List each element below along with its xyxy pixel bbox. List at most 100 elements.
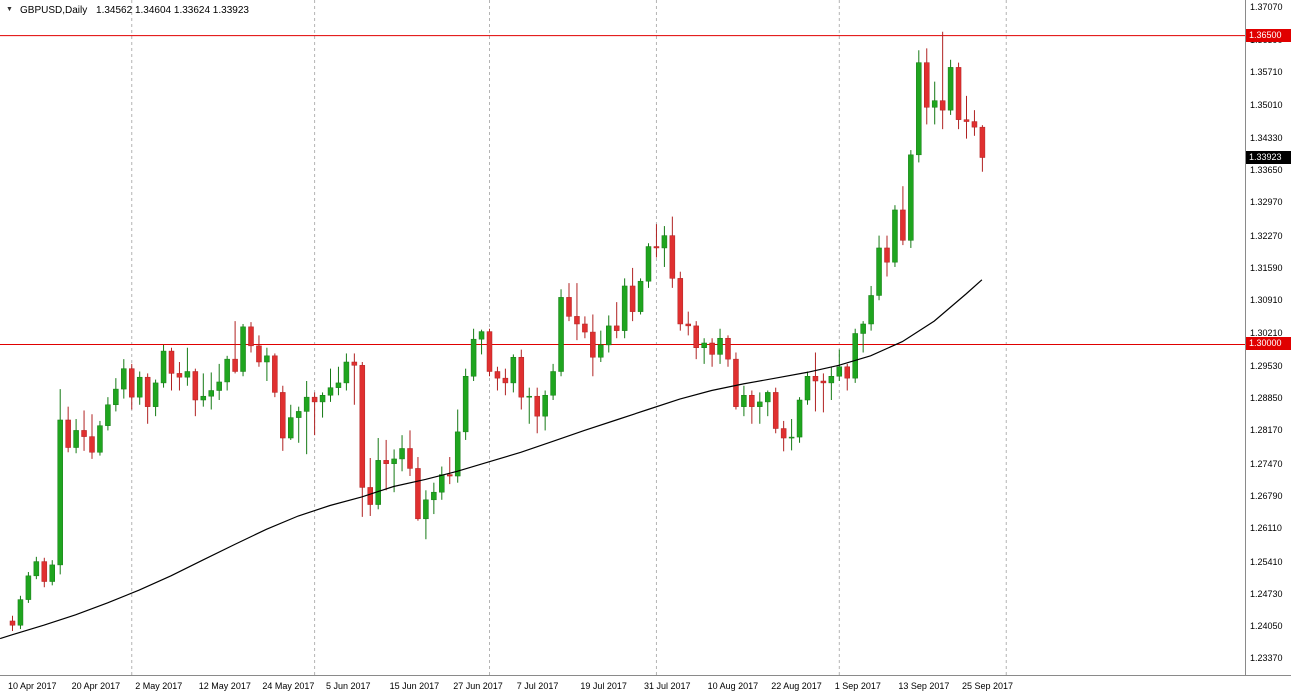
bull-candle	[470, 338, 477, 377]
bull-candle	[765, 392, 771, 403]
bull-candle	[57, 419, 63, 566]
bear-candle	[248, 326, 254, 347]
time-axis-label: 27 Jun 2017	[453, 681, 503, 691]
bull-candle	[423, 499, 429, 520]
bear-candle	[81, 430, 87, 437]
bear-candle	[733, 358, 739, 407]
price-axis-label: 1.28850	[1250, 393, 1283, 404]
bear-candle	[725, 337, 731, 360]
price-axis-label: 1.35010	[1250, 100, 1283, 111]
bear-candle	[168, 350, 175, 374]
time-axis-label: 15 Jun 2017	[389, 681, 440, 691]
bull-candle	[25, 575, 32, 600]
bull-candle	[288, 417, 294, 439]
price-axis-label: 1.26110	[1250, 523, 1282, 534]
bear-candle	[820, 380, 827, 384]
time-axis-border	[0, 675, 1291, 676]
bull-candle	[33, 561, 40, 577]
bear-candle	[192, 371, 199, 401]
price-axis-label: 1.24730	[1250, 588, 1283, 599]
bull-candle	[375, 460, 381, 505]
bull-candle	[550, 371, 556, 396]
time-axis-label: 7 Jul 2017	[516, 681, 559, 691]
bull-candle	[836, 366, 843, 377]
bull-candle	[478, 331, 485, 340]
bear-candle	[613, 325, 620, 331]
bear-candle	[900, 209, 906, 241]
bull-candle	[892, 209, 898, 263]
bear-candle	[176, 373, 183, 378]
candlestick-chart[interactable]	[0, 0, 1245, 675]
symbol-period-label: GBPUSD,Daily	[20, 5, 88, 16]
bear-candle	[447, 474, 453, 477]
bull-candle	[908, 154, 914, 241]
bull-candle	[621, 285, 628, 331]
bear-candle	[144, 376, 151, 407]
bear-candle	[963, 119, 970, 122]
bear-candle	[590, 331, 596, 358]
bull-candle	[439, 474, 445, 493]
price-axis-label: 1.30910	[1250, 295, 1283, 306]
price-axis-label: 1.31590	[1250, 262, 1283, 273]
bear-candle	[971, 121, 978, 128]
bear-candle	[574, 316, 580, 325]
bull-candle	[295, 411, 302, 418]
time-axis-label: 10 Apr 2017	[8, 681, 57, 691]
bull-candle	[526, 395, 532, 398]
bear-candle	[232, 358, 238, 372]
bull-candle	[804, 376, 811, 401]
price-axis-label: 1.24050	[1250, 621, 1283, 632]
bear-candle	[129, 368, 135, 398]
price-axis-label: 1.34330	[1250, 132, 1283, 143]
bull-candle	[184, 371, 191, 378]
bear-candle	[884, 247, 890, 263]
bear-candle	[812, 376, 819, 382]
bull-candle	[97, 425, 103, 453]
bull-candle	[828, 376, 835, 384]
time-axis-label: 19 Jul 2017	[580, 681, 627, 691]
bull-candle	[319, 395, 326, 403]
price-axis-label: 1.23370	[1250, 653, 1283, 664]
bull-candle	[121, 368, 127, 390]
bear-candle	[780, 428, 787, 439]
bull-candle	[796, 399, 803, 438]
bull-candle	[391, 458, 397, 464]
bear-candle	[924, 62, 930, 108]
bear-candle	[415, 468, 421, 520]
time-axis[interactable]: 10 Apr 2017 20 Apr 2017 2 May 2017 12 May 2…	[0, 676, 1291, 698]
bull-candle	[931, 100, 938, 108]
bull-candle	[17, 599, 24, 626]
bull-candle	[136, 376, 143, 398]
symbol-dropdown-icon[interactable]: ▼	[6, 6, 13, 13]
bull-candle	[916, 62, 922, 156]
time-axis-label: 5 Jun 2017	[326, 681, 371, 691]
time-axis-label: 25 Sep 2017	[962, 681, 1014, 691]
chart-title: GBPUSD,Daily 1.34562 1.34604 1.33624 1.3…	[20, 5, 249, 16]
bull-candle	[542, 395, 548, 417]
bear-candle	[534, 395, 540, 417]
price-axis-label: 1.25410	[1250, 556, 1283, 567]
bear-candle	[9, 620, 16, 626]
bear-candle	[653, 246, 660, 249]
bear-candle	[502, 377, 509, 384]
bull-candle	[788, 436, 795, 439]
price-axis[interactable]: 1.370701.363901.357101.350101.343301.336…	[1246, 0, 1291, 675]
time-axis-label: 20 Apr 2017	[71, 681, 121, 691]
bull-candle	[876, 247, 882, 296]
level-price-tag: 1.30000	[1246, 337, 1291, 351]
bear-candle	[494, 371, 501, 379]
bull-candle	[431, 491, 437, 501]
time-axis-label: 1 Sep 2017	[834, 681, 881, 691]
bull-candle	[105, 404, 111, 426]
bear-candle	[351, 361, 358, 366]
bear-candle	[693, 325, 699, 348]
bear-candle	[272, 355, 278, 393]
time-axis-label: 13 Sep 2017	[898, 681, 950, 691]
bull-candle	[160, 350, 167, 384]
price-axis-label: 1.32970	[1250, 197, 1283, 208]
bear-candle	[566, 297, 572, 317]
bull-candle	[645, 246, 652, 282]
bull-candle	[741, 395, 747, 407]
bear-candle	[685, 323, 691, 327]
bull-candle	[947, 67, 954, 111]
